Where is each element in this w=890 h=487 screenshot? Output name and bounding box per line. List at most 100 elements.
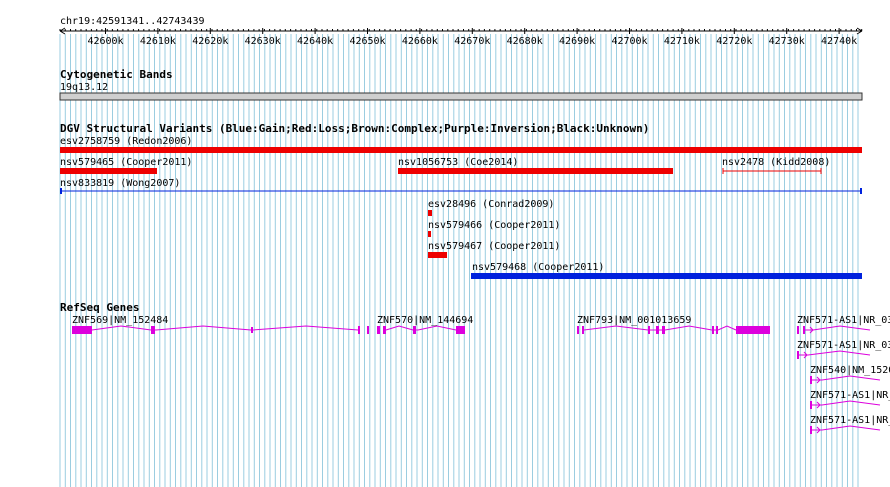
strand-arrow-icon — [803, 351, 808, 359]
dgv-loss-bar[interactable] — [60, 168, 157, 174]
dgv-feature-label: nsv833819 (Wong2007) — [60, 178, 180, 189]
gene-intron-line — [91, 325, 359, 331]
gene-exon[interactable] — [383, 326, 386, 334]
gene-exon[interactable] — [662, 326, 665, 334]
gene-exon[interactable] — [810, 401, 812, 409]
cytoband-track-title: Cytogenetic Bands — [60, 68, 173, 81]
gene-exon[interactable] — [810, 426, 812, 434]
region-label: chr19:42591341..42743439 — [60, 16, 205, 27]
ruler-tick-label: 42630k — [245, 36, 281, 47]
dgv-loss-bar[interactable] — [60, 147, 862, 153]
gene-exon[interactable] — [797, 326, 799, 334]
dgv-loss-bar[interactable] — [428, 231, 431, 237]
dgv-feature-label: nsv579465 (Cooper2011) — [60, 157, 192, 168]
ruler-ticks: 42600k 42610k 42620k 42630k 42640k 42650k 4266… — [59, 28, 863, 47]
gene-intron-line — [799, 350, 871, 356]
ruler-tick-label: 42650k — [349, 36, 385, 47]
ruler-tick-label: 42740k — [821, 36, 857, 47]
ruler-right-arrow-icon — [856, 27, 863, 35]
gene-intron-line — [805, 325, 871, 331]
dgv-track[interactable]: DGV Structural Variants (Blue:Gain;Red:L… — [60, 122, 862, 279]
gene-exon[interactable] — [577, 326, 579, 334]
dgv-feature[interactable]: nsv579468 (Cooper2011) — [471, 262, 862, 279]
dgv-feature[interactable]: nsv833819 (Wong2007) — [60, 178, 862, 194]
gene-exon[interactable] — [803, 326, 805, 334]
gene-exon[interactable] — [712, 326, 714, 334]
gene-label: ZNF569|NM_152484 — [72, 315, 168, 326]
gene-exon[interactable] — [251, 327, 253, 333]
dgv-feature[interactable]: esv28496 (Conrad2009) — [428, 199, 554, 216]
gene-intron-line — [812, 375, 881, 381]
ruler-tick-label: 42600k — [87, 36, 123, 47]
dgv-loss-bar[interactable] — [398, 168, 673, 174]
gene-model-znf793[interactable]: ZNF793|NM_001013659 — [577, 315, 770, 334]
gene-intron-line — [812, 425, 881, 431]
dgv-feature[interactable]: nsv579465 (Cooper2011) — [60, 157, 192, 174]
gene-label: ZNF571-AS1|NR_03 — [797, 315, 890, 326]
gene-exon[interactable] — [582, 326, 584, 334]
gene-label: ZNF570|NM_144694 — [377, 315, 473, 326]
gene-model-znf540[interactable]: ZNF540|NM_1520 — [810, 365, 890, 384]
gene-exon[interactable] — [810, 376, 812, 384]
gene-model-znf571-as1[interactable]: ZNF571-AS1|NR_03 — [797, 315, 890, 334]
gene-label: ZNF571-AS1|NR_03 — [797, 340, 890, 351]
ruler-tick-label: 42730k — [769, 36, 805, 47]
cytoband-track[interactable]: Cytogenetic Bands 19q13.12 — [59, 68, 863, 101]
grid-lines — [59, 34, 859, 487]
refseq-track[interactable]: RefSeq Genes ZNF569|NM_152484 ZNF570|NM_… — [60, 301, 890, 434]
dgv-gain-bar[interactable] — [471, 273, 862, 279]
dgv-feature-label: nsv2478 (Kidd2008) — [722, 157, 830, 168]
gene-exon[interactable] — [736, 326, 770, 334]
gene-exon[interactable] — [656, 326, 659, 334]
dgv-feature[interactable]: nsv579466 (Cooper2011) — [428, 220, 560, 237]
gene-model-znf571-as1[interactable]: ZNF571-AS1|NR_ — [810, 415, 890, 434]
strand-arrow-icon — [816, 376, 821, 384]
strand-arrow-icon — [816, 401, 821, 409]
gene-model-znf569[interactable]: ZNF569|NM_152484 — [72, 315, 369, 334]
ruler-tick-label: 42610k — [140, 36, 176, 47]
gene-model-znf571-as1[interactable]: ZNF571-AS1|NR_ — [810, 390, 890, 409]
gene-model-znf570[interactable]: ZNF570|NM_144694 — [377, 315, 473, 334]
gene-exon[interactable] — [797, 351, 799, 359]
ruler-tick-label: 42670k — [454, 36, 490, 47]
ruler-left-arrow-icon — [59, 27, 66, 35]
gene-exon[interactable] — [367, 326, 369, 334]
dgv-feature-label: nsv579466 (Cooper2011) — [428, 220, 560, 231]
gene-intron-line — [583, 325, 737, 331]
ruler-tick-label: 42680k — [507, 36, 543, 47]
strand-arrow-icon — [816, 426, 821, 434]
gene-label: ZNF793|NM_001013659 — [577, 315, 691, 326]
dgv-feature[interactable]: nsv1056753 (Coe2014) — [398, 157, 673, 174]
dgv-feature[interactable]: nsv2478 (Kidd2008) — [722, 157, 830, 174]
gene-label: ZNF540|NM_1520 — [810, 365, 890, 376]
gene-exon[interactable] — [377, 326, 380, 334]
ruler-tick-label: 42620k — [192, 36, 228, 47]
gene-model-znf571-as1[interactable]: ZNF571-AS1|NR_03 — [797, 340, 890, 359]
gene-exon[interactable] — [72, 326, 92, 334]
dgv-track-title: DGV Structural Variants (Blue:Gain;Red:L… — [60, 122, 649, 135]
gene-label: ZNF571-AS1|NR_ — [810, 415, 890, 426]
gene-intron-line — [812, 400, 881, 406]
cytoband-bar[interactable] — [59, 92, 863, 101]
gene-exon[interactable] — [648, 326, 650, 334]
gene-exon[interactable] — [358, 326, 360, 334]
dgv-feature-label: nsv1056753 (Coe2014) — [398, 157, 518, 168]
dgv-feature-label: esv2758759 (Redon2006) — [60, 136, 192, 147]
refseq-track-title: RefSeq Genes — [60, 301, 139, 314]
gene-exon[interactable] — [413, 326, 416, 334]
ruler-tick-label: 42720k — [716, 36, 752, 47]
ruler-tick-label: 42710k — [664, 36, 700, 47]
cytoband-label: 19q13.12 — [60, 82, 108, 93]
dgv-loss-bar[interactable] — [428, 252, 447, 258]
gene-exon[interactable] — [456, 326, 465, 334]
dgv-loss-bar[interactable] — [428, 210, 432, 216]
gene-exon[interactable] — [716, 326, 718, 334]
ruler-tick-label: 42660k — [402, 36, 438, 47]
dgv-feature[interactable]: esv2758759 (Redon2006) — [60, 136, 862, 153]
ruler-tick-label: 42640k — [297, 36, 333, 47]
ruler-tick-label: 42690k — [559, 36, 595, 47]
gene-exon[interactable] — [151, 326, 155, 334]
dgv-feature[interactable]: nsv579467 (Cooper2011) — [428, 241, 560, 258]
ruler[interactable]: chr19:42591341..42743439 42600k 42610k 426… — [59, 16, 863, 47]
